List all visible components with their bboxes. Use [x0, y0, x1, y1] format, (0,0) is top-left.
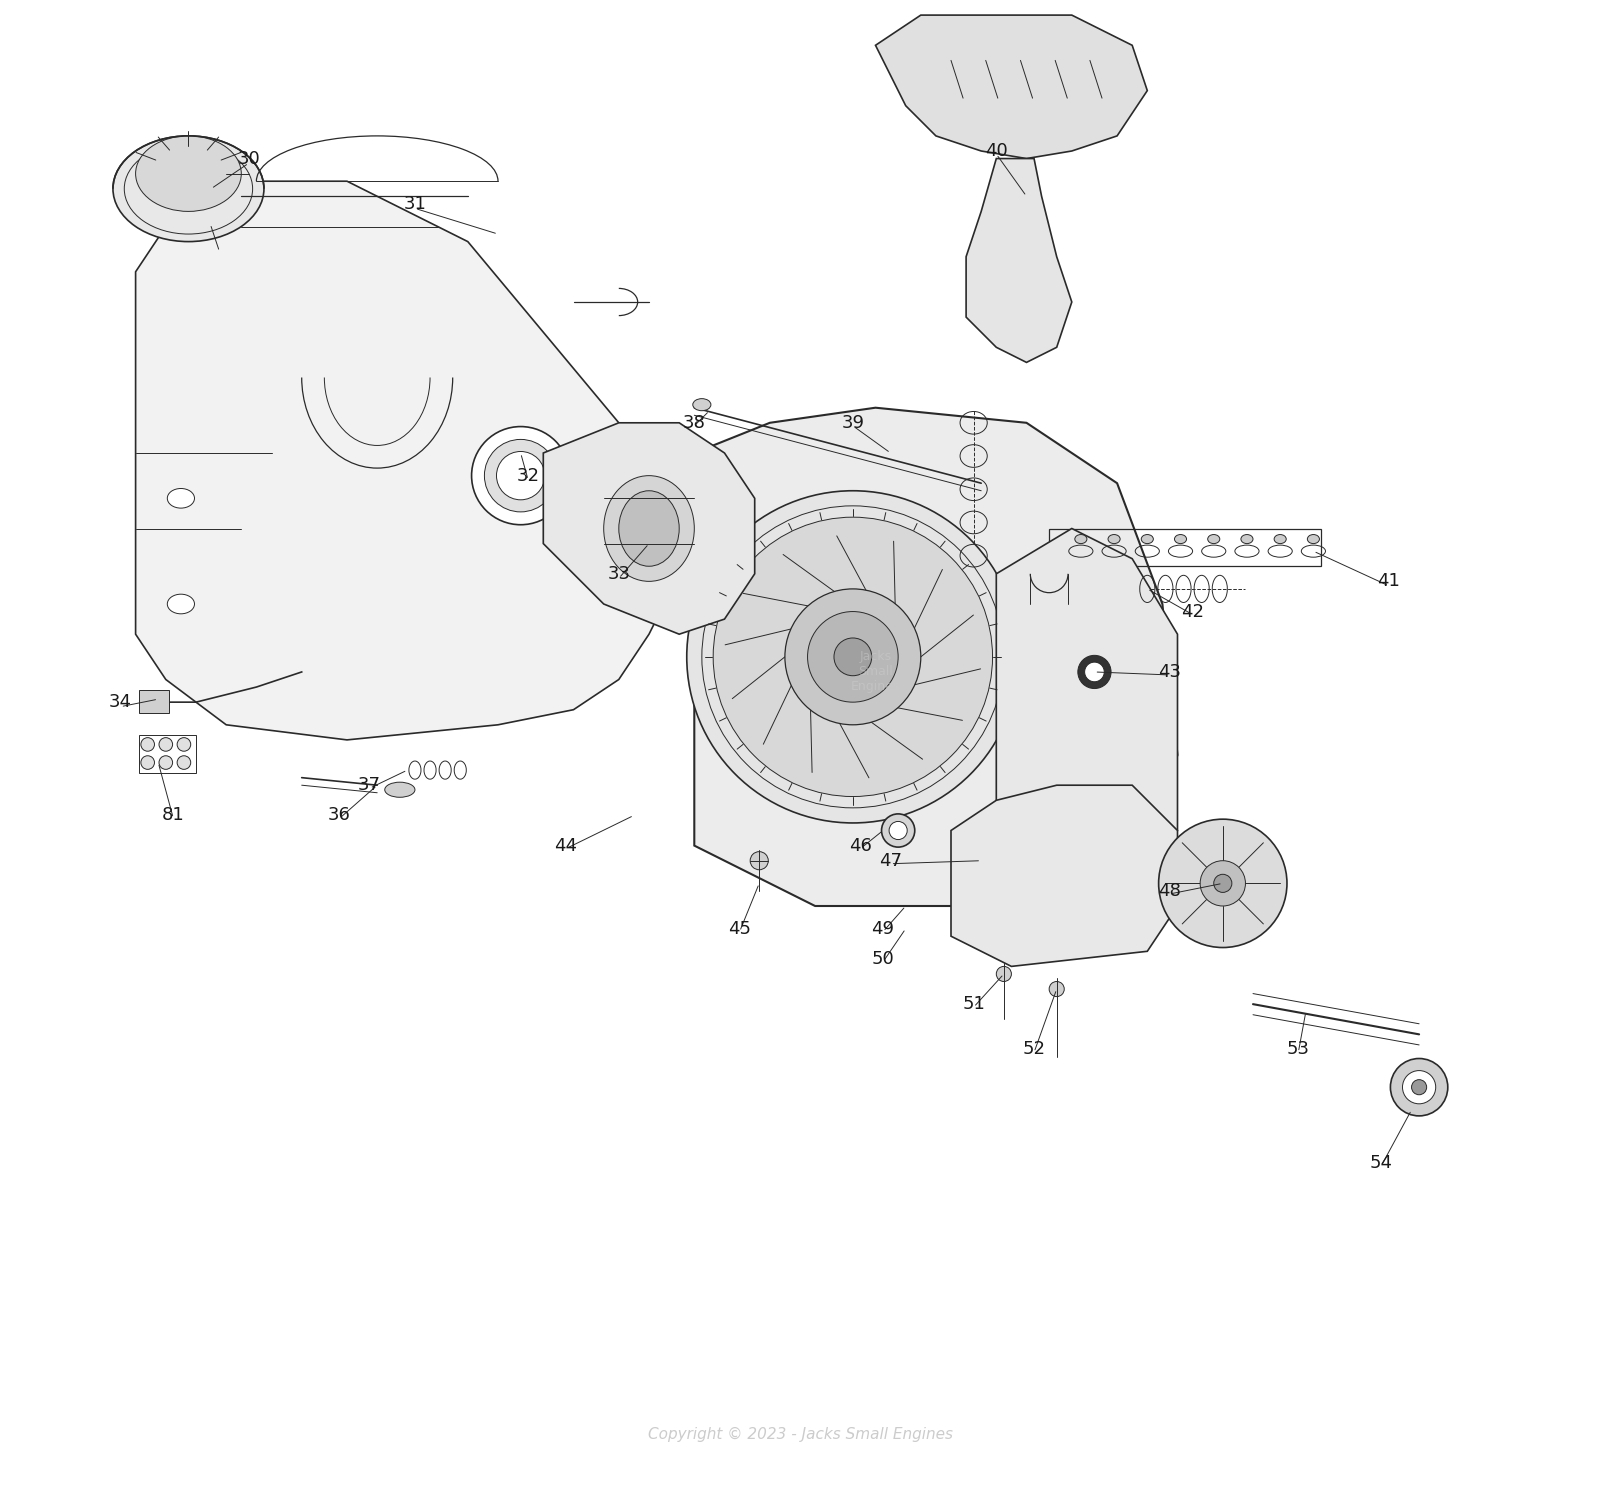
- Text: 44: 44: [555, 837, 578, 855]
- Polygon shape: [997, 528, 1178, 861]
- Ellipse shape: [178, 755, 190, 769]
- Ellipse shape: [1078, 655, 1110, 689]
- Ellipse shape: [158, 738, 173, 750]
- Ellipse shape: [485, 439, 557, 512]
- Ellipse shape: [808, 612, 898, 702]
- Ellipse shape: [1390, 1059, 1448, 1116]
- Ellipse shape: [882, 814, 915, 847]
- Ellipse shape: [619, 491, 680, 566]
- Text: 38: 38: [683, 414, 706, 432]
- Text: 81: 81: [162, 806, 184, 824]
- Text: 45: 45: [728, 920, 750, 938]
- Ellipse shape: [1208, 535, 1219, 544]
- Ellipse shape: [1075, 535, 1086, 544]
- Ellipse shape: [1307, 535, 1320, 544]
- Text: 39: 39: [842, 414, 864, 432]
- Ellipse shape: [1214, 874, 1232, 892]
- Text: 41: 41: [1378, 572, 1400, 590]
- Text: 53: 53: [1286, 1040, 1310, 1059]
- Text: 30: 30: [237, 149, 261, 168]
- Ellipse shape: [1174, 535, 1187, 544]
- Ellipse shape: [603, 476, 694, 581]
- Text: 34: 34: [109, 693, 131, 711]
- Ellipse shape: [1050, 982, 1064, 997]
- Polygon shape: [136, 181, 678, 740]
- Ellipse shape: [786, 589, 922, 725]
- Text: 40: 40: [986, 142, 1008, 160]
- Text: 33: 33: [608, 565, 630, 583]
- Text: 31: 31: [403, 195, 426, 213]
- Text: 47: 47: [878, 852, 902, 870]
- Polygon shape: [544, 423, 755, 634]
- Ellipse shape: [496, 451, 546, 500]
- Ellipse shape: [1109, 535, 1120, 544]
- Text: 37: 37: [358, 776, 381, 794]
- Ellipse shape: [1158, 818, 1286, 948]
- Ellipse shape: [1085, 661, 1104, 683]
- Text: Copyright © 2023 - Jacks Small Engines: Copyright © 2023 - Jacks Small Engines: [648, 1427, 952, 1442]
- Ellipse shape: [114, 136, 264, 242]
- Ellipse shape: [178, 738, 190, 750]
- Text: Jacks
Small
Engines: Jacks Small Engines: [851, 651, 901, 693]
- Ellipse shape: [136, 136, 242, 211]
- Ellipse shape: [141, 738, 155, 750]
- Text: 43: 43: [1158, 663, 1181, 681]
- Ellipse shape: [472, 426, 570, 524]
- Ellipse shape: [1274, 535, 1286, 544]
- Ellipse shape: [1200, 861, 1245, 906]
- Text: 52: 52: [1022, 1040, 1045, 1059]
- FancyBboxPatch shape: [139, 690, 170, 713]
- Polygon shape: [950, 785, 1178, 966]
- Polygon shape: [694, 408, 1178, 906]
- Ellipse shape: [834, 639, 872, 676]
- Ellipse shape: [1403, 1071, 1435, 1104]
- Text: 51: 51: [962, 995, 986, 1013]
- Text: 36: 36: [328, 806, 350, 824]
- Ellipse shape: [1141, 535, 1154, 544]
- Ellipse shape: [141, 755, 155, 769]
- Ellipse shape: [686, 491, 1019, 823]
- Ellipse shape: [1411, 1080, 1427, 1095]
- Text: 49: 49: [872, 920, 894, 938]
- Ellipse shape: [168, 488, 195, 507]
- Ellipse shape: [168, 593, 195, 615]
- Text: 48: 48: [1158, 882, 1181, 900]
- Ellipse shape: [714, 518, 992, 797]
- Ellipse shape: [890, 821, 907, 840]
- Text: 32: 32: [517, 467, 539, 485]
- Ellipse shape: [750, 852, 768, 870]
- Text: 54: 54: [1370, 1154, 1394, 1172]
- Text: 50: 50: [872, 950, 894, 968]
- Ellipse shape: [1242, 535, 1253, 544]
- Ellipse shape: [158, 755, 173, 769]
- Text: 46: 46: [850, 837, 872, 855]
- Ellipse shape: [693, 399, 710, 411]
- Ellipse shape: [384, 782, 414, 797]
- Text: 42: 42: [1181, 602, 1205, 621]
- Polygon shape: [875, 15, 1147, 159]
- Ellipse shape: [997, 966, 1011, 982]
- Polygon shape: [966, 159, 1072, 362]
